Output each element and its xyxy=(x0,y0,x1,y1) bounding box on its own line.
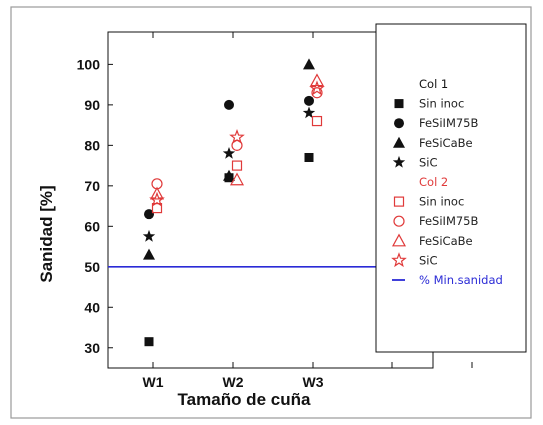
data-point xyxy=(143,248,155,260)
data-marks xyxy=(142,58,325,347)
legend: Col 1 Sin inoc FeSiIM75B FeSiCaBe SiC Col 2 Si… xyxy=(391,77,503,287)
data-point xyxy=(309,73,325,87)
y-tick-label: 70 xyxy=(84,178,100,194)
y-tick-label: 50 xyxy=(84,259,100,275)
y-tick-label: 40 xyxy=(84,299,100,315)
y-tick-label: 100 xyxy=(77,56,101,72)
data-point xyxy=(304,95,314,106)
legend-entry: SiC xyxy=(419,155,438,169)
legend-entry: FeSiIM75B xyxy=(419,116,479,130)
legend-reference-line-label: % Min.sanidad xyxy=(419,273,503,287)
legend-entry: FeSiCaBe xyxy=(419,136,473,150)
y-tick-label: 80 xyxy=(84,137,100,153)
legend-entry: FeSiIM75B xyxy=(419,214,479,228)
legend-marker xyxy=(392,155,406,168)
legend-marker xyxy=(393,136,405,148)
data-point xyxy=(223,169,235,181)
legend-box xyxy=(375,23,527,353)
data-point xyxy=(222,146,236,159)
data-point xyxy=(311,87,323,99)
legend-marker xyxy=(391,233,407,247)
y-tick-label: 60 xyxy=(84,218,100,234)
legend-marker xyxy=(393,215,405,227)
legend-marker xyxy=(394,118,404,129)
data-point xyxy=(142,229,156,242)
legend-marker xyxy=(394,99,404,109)
data-point xyxy=(231,160,243,171)
x-tick-label: W3 xyxy=(303,374,324,390)
data-point xyxy=(303,58,315,70)
data-point xyxy=(229,129,245,144)
data-point xyxy=(151,202,163,214)
legend-group-title: Col 1 xyxy=(419,77,448,91)
legend-entry: SiC xyxy=(419,253,438,267)
y-axis-title: Sanidad [%] xyxy=(37,185,56,282)
legend-marker xyxy=(391,252,407,268)
y-tick-label: 90 xyxy=(84,97,100,113)
data-point xyxy=(311,115,323,127)
legend-entry: Sin inoc xyxy=(419,195,464,209)
data-point xyxy=(302,106,316,119)
data-point xyxy=(144,209,154,220)
data-point xyxy=(304,152,314,162)
legend-group-title: Col 2 xyxy=(419,175,448,189)
data-point xyxy=(229,172,245,186)
x-tick-label: W1 xyxy=(143,374,164,390)
axis-ticks: 30 40 50 60 70 80 90 100 W1 W2 W3 xyxy=(77,32,473,390)
data-point xyxy=(224,99,234,110)
data-point xyxy=(149,186,165,200)
x-tick-label: W2 xyxy=(223,374,244,390)
data-point xyxy=(309,80,325,96)
data-point xyxy=(149,191,165,207)
y-tick-label: 30 xyxy=(84,340,100,356)
data-point xyxy=(144,337,154,347)
legend-marker xyxy=(393,196,405,207)
x-axis-title: Tamaño de cuña xyxy=(178,390,311,409)
legend-entry: FeSiCaBe xyxy=(419,234,473,248)
legend-entry: Sin inoc xyxy=(419,97,464,111)
